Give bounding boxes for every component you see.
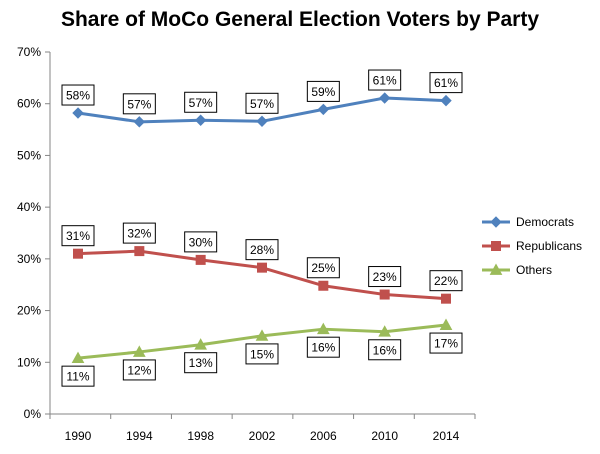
republicans-data-label: 22% (434, 274, 458, 288)
x-tick-label: 2010 (371, 429, 398, 443)
democrats-label-box (61, 84, 95, 106)
democrats-data-label: 57% (189, 96, 213, 110)
republicans-label-box (122, 222, 156, 244)
republicans-data-label: 30% (189, 235, 213, 249)
democrats-legend-label: Democrats (516, 215, 574, 229)
x-tick-label: 1998 (187, 429, 214, 443)
republicans-label-box (368, 266, 402, 288)
democrats-marker (440, 94, 452, 107)
others-label-box (122, 359, 156, 381)
republicans-data-label: 32% (127, 227, 151, 241)
democrats-data-label: 57% (250, 97, 274, 111)
republicans-marker (257, 262, 267, 273)
democrats-marker (256, 115, 268, 128)
others-data-label: 12% (127, 363, 151, 377)
republicans-data-label: 31% (66, 229, 90, 243)
republicans-marker (441, 293, 451, 304)
y-tick-label: 30% (17, 252, 41, 266)
others-data-label: 11% (66, 370, 89, 384)
democrats-data-label: 61% (373, 74, 397, 88)
democrats-data-label: 61% (434, 76, 458, 90)
others-marker (316, 322, 330, 335)
others-marker (194, 338, 208, 350)
others-label-box (61, 365, 95, 387)
republicans-marker (379, 289, 390, 300)
legend: Democrats Republicans Others (482, 215, 582, 277)
republicans-data-label: 28% (250, 243, 274, 257)
republicans-marker (318, 280, 329, 291)
x-tick-label: 2014 (433, 429, 460, 443)
others-label-box (306, 336, 340, 358)
democrats-legend-marker (490, 216, 502, 228)
others-marker (378, 325, 392, 337)
republicans-marker (73, 248, 83, 259)
y-tick-label: 40% (17, 200, 41, 214)
republicans-label-box (61, 225, 95, 247)
others-data-label: 16% (311, 341, 335, 355)
democrats-marker (194, 114, 207, 126)
others-label-box (368, 339, 402, 361)
republicans-data-label: 25% (311, 261, 335, 275)
y-tick-label: 20% (17, 304, 41, 318)
x-tick-label: 1994 (126, 429, 153, 443)
x-tick-label: 2002 (249, 429, 276, 443)
y-tick-label: 10% (17, 355, 41, 369)
republicans-marker (134, 246, 145, 257)
others-marker (439, 318, 453, 330)
democrats-label-box (245, 92, 279, 114)
democrats-data-label: 58% (66, 89, 90, 103)
others-label-box (429, 332, 463, 354)
others-data-label: 17% (434, 337, 458, 351)
democrats-label-box (306, 80, 340, 102)
democrats-data-label: 59% (311, 85, 335, 99)
democrats-marker (72, 107, 84, 119)
others-marker (132, 345, 146, 357)
others-label-box (245, 343, 279, 365)
y-tick-label: 50% (17, 148, 41, 162)
y-tick-label: 60% (17, 97, 41, 111)
democrats-marker (378, 92, 391, 104)
series-markers (71, 92, 453, 364)
republicans-label-box (306, 257, 340, 279)
republicans-label-box (245, 239, 279, 261)
others-data-label: 13% (189, 356, 213, 370)
republicans-marker (195, 254, 206, 265)
others-marker (255, 329, 269, 341)
democrats-label-box (122, 93, 156, 115)
others-marker (71, 351, 85, 364)
chart-title: Share of MoCo General Election Voters by… (60, 8, 540, 31)
y-tick-label: 0% (24, 407, 42, 421)
data-labels: 58% 57% 57% 57% 59% 61% 61% 31% 32% 30% 28% 25% 23% 2… (61, 69, 463, 387)
others-data-label: 16% (373, 343, 397, 357)
democrats-data-label: 57% (127, 97, 151, 111)
others-label-box (184, 352, 218, 374)
democrats-label-box (429, 72, 463, 94)
others-data-label: 15% (250, 347, 274, 361)
republicans-legend-marker (491, 241, 501, 251)
y-tick-label: 70% (17, 45, 41, 59)
democrats-marker (317, 103, 330, 116)
republicans-data-label: 23% (373, 270, 397, 284)
republicans-label-box (184, 231, 218, 253)
democrats-label-box (368, 69, 402, 91)
others-legend-marker (489, 263, 503, 275)
republicans-legend-label: Republicans (516, 239, 582, 253)
others-legend-label: Others (516, 263, 552, 277)
democrats-marker (133, 116, 146, 128)
x-tick-label: 1990 (65, 429, 92, 443)
republicans-label-box (429, 270, 463, 292)
democrats-label-box (184, 91, 218, 113)
x-tick-label: 2006 (310, 429, 337, 443)
axes: 0% 10% 20% 30% 40% 50% 60% 70% 1990 1994 1998 2002 2… (17, 45, 476, 443)
